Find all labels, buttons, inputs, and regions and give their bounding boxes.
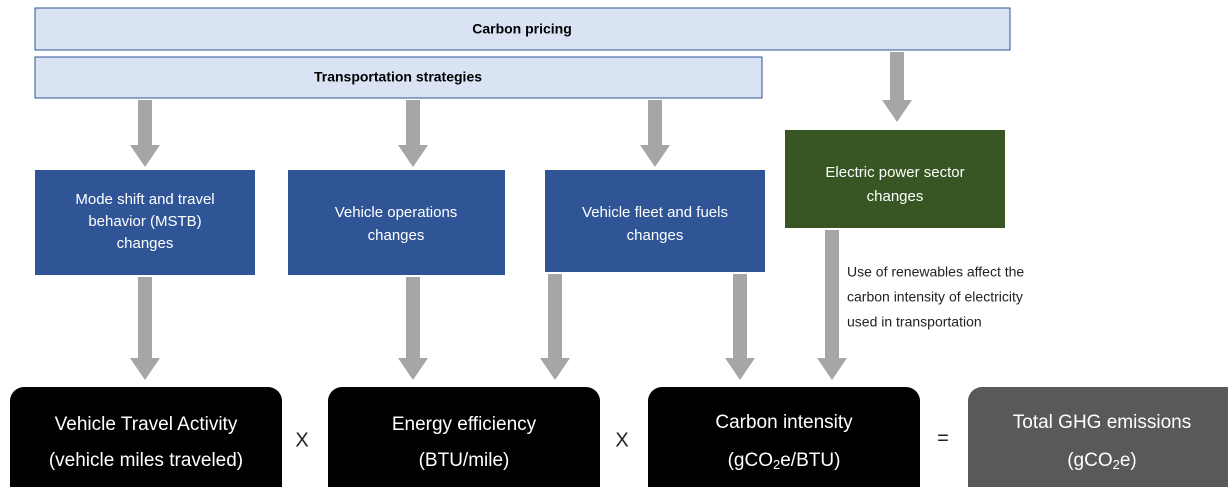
result-box (968, 387, 1228, 487)
box-text: Vehicle fleet and fuels (582, 204, 728, 221)
strategy-box (288, 170, 505, 275)
arrow (725, 274, 755, 380)
carbon-pricing-bar (34, 7, 1011, 51)
operator: X (615, 429, 628, 451)
arrow (882, 52, 912, 122)
arrow (130, 100, 160, 167)
box-text: Electric power sector (825, 164, 964, 181)
term-box (10, 387, 282, 487)
arrow (398, 100, 428, 167)
term-unit: (vehicle miles traveled) (49, 450, 243, 471)
term-unit: (gCO2e/BTU) (728, 450, 841, 472)
arrow (817, 230, 847, 380)
unit-part: (gCO (1067, 450, 1112, 471)
annotation: carbon intensity of electricity (847, 289, 1023, 305)
power-sector-box (785, 130, 1005, 228)
bar-label: Carbon pricing (472, 21, 572, 37)
arrow (540, 274, 570, 380)
box-text: changes (368, 227, 425, 244)
operator: X (295, 429, 308, 451)
annotation: used in transportation (847, 314, 982, 330)
term-title: Energy efficiency (392, 414, 537, 435)
annotation: Use of renewables affect the (847, 264, 1024, 280)
term-unit: (BTU/mile) (419, 450, 510, 471)
box-text: changes (867, 188, 924, 205)
box-text: Vehicle operations (335, 204, 458, 221)
term-box (328, 387, 600, 487)
box-text: changes (117, 235, 174, 252)
unit-subscript: 2 (1113, 457, 1120, 472)
arrow (130, 277, 160, 380)
term-title: Vehicle Travel Activity (55, 414, 238, 435)
unit-part: e) (1120, 450, 1137, 471)
strategy-box (35, 170, 255, 275)
box-text: Mode shift and travel (75, 191, 214, 208)
unit-part: (gCO (728, 450, 773, 471)
unit-part: e/BTU) (780, 450, 840, 471)
strategy-box (545, 170, 765, 272)
arrow (398, 277, 428, 380)
arrow (640, 100, 670, 167)
term-title: Total GHG emissions (1013, 412, 1191, 433)
unit-subscript: 2 (773, 457, 780, 472)
term-unit: (gCO2e) (1067, 450, 1137, 472)
box-text: changes (627, 227, 684, 244)
term-box (648, 387, 920, 487)
arrows (130, 52, 912, 380)
term-title: Carbon intensity (715, 412, 853, 433)
transportation-bar (34, 56, 763, 99)
box-text: behavior (MSTB) (88, 213, 201, 230)
bar-label: Transportation strategies (314, 69, 482, 85)
operator: = (937, 427, 949, 449)
